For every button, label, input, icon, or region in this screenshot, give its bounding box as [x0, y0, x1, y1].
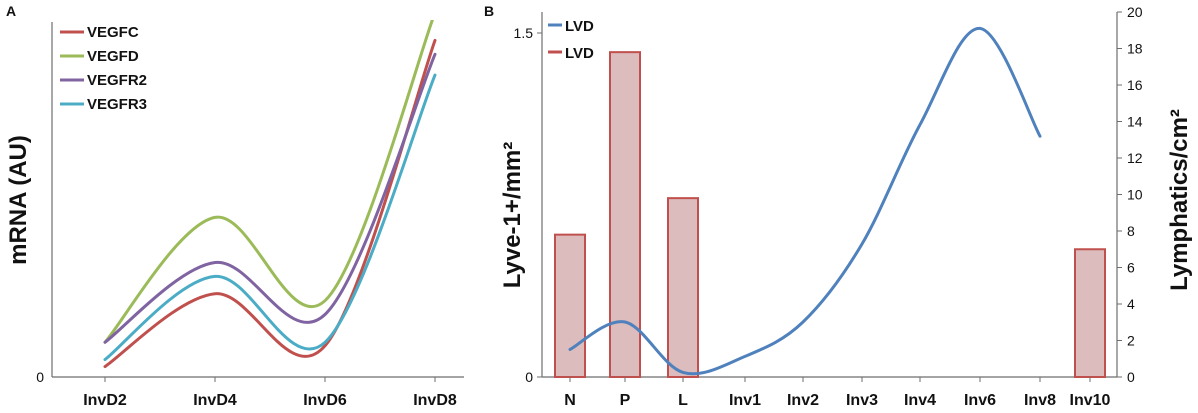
panel-b-x-tick-label: Inv10 — [1070, 392, 1111, 409]
panel-b-chart: B Lyve-1+/mm² Lymphatics/cm² N P L Inv1 Inv2… — [484, 3, 1193, 409]
panel-b-left-axis-label: Lyve-1+/mm² — [499, 142, 526, 289]
panel-b-legend-label-line: LVD — [565, 18, 594, 35]
panel-a-legend-label: VEGFC — [87, 24, 139, 41]
panel-b-right-tick-label: 12 — [1127, 150, 1143, 166]
panel-b-x-tick-label: P — [620, 392, 631, 409]
panel-b-bar-l — [667, 197, 699, 378]
panel-b-x-tick-label: Inv2 — [787, 392, 819, 409]
panel-b-series-line-lvd — [568, 26, 1042, 376]
panel-a-series-line-vegfc — [103, 38, 437, 369]
panel-a-series-line-vegfd — [103, 20, 434, 344]
panel-b-right-tick-label: 20 — [1127, 4, 1143, 20]
panel-b-bar-inv10 — [1074, 248, 1106, 378]
panel-b-right-tick-label: 4 — [1127, 296, 1135, 312]
panel-b-right-axis-label: Lymphatics/cm² — [1166, 109, 1193, 291]
panel-a-x-tick-label: InvD6 — [303, 392, 347, 409]
panel-b-legend-label-bar: LVD — [565, 45, 594, 62]
panel-b-bar-n — [554, 233, 586, 378]
panel-a-series-line-vegfr2 — [103, 52, 437, 344]
panel-a-x-tick-label: InvD2 — [83, 392, 127, 409]
panel-a-y-tick-label: 0 — [36, 369, 44, 385]
panel-a-legend-label: VEGFR2 — [87, 72, 147, 89]
panel-a-label: A — [6, 3, 16, 19]
panel-b-label: B — [484, 3, 494, 19]
panel-b-x-tick-label: Inv6 — [964, 392, 996, 409]
panel-b-left-tick-label: 0 — [525, 369, 533, 385]
panel-b-right-tick-label: 18 — [1127, 41, 1143, 57]
panel-b-x-tick-label: Inv8 — [1024, 392, 1056, 409]
panel-b-right-tick-label: 0 — [1127, 369, 1135, 385]
panel-a-legend-label: VEGFR3 — [87, 96, 147, 113]
panel-b-left-tick-label: 1.5 — [514, 25, 534, 41]
panel-b-right-tick-label: 2 — [1127, 333, 1135, 349]
panel-b-right-tick-label: 10 — [1127, 187, 1143, 203]
panel-b-x-tick-label: Inv3 — [846, 392, 878, 409]
panel-b-x-tick-label: Inv1 — [729, 392, 761, 409]
panel-b-right-tick-label: 6 — [1127, 260, 1135, 276]
panel-a-chart: A mRNA (AU) InvD2 InvD4 InvD6 InvD8 0 VEGFC V… — [5, 3, 464, 409]
panel-b-x-tick-label: Inv4 — [904, 392, 936, 409]
panel-b-x-tick-label: L — [678, 392, 688, 409]
panel-b-x-tick-label: N — [564, 392, 576, 409]
panel-a-y-axis-label: mRNA (AU) — [5, 135, 32, 265]
panel-b-right-tick-label: 14 — [1127, 114, 1143, 130]
panel-a-x-tick-label: InvD8 — [413, 392, 457, 409]
panel-a-legend-label: VEGFD — [87, 48, 139, 65]
panel-b-right-tick-label: 8 — [1127, 223, 1135, 239]
panel-a-series-line-vegfr3 — [103, 73, 437, 362]
panel-b-right-tick-label: 16 — [1127, 77, 1143, 93]
panel-a-x-tick-label: InvD4 — [193, 392, 237, 409]
